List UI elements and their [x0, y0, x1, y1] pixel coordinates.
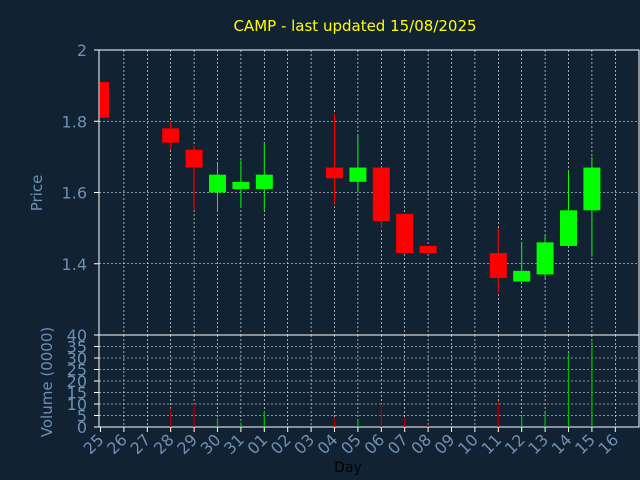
- candle-body-25: [100, 82, 109, 118]
- x-axis-label: Day: [334, 460, 362, 476]
- candle-body-07: [396, 213, 414, 254]
- volume-bars: [170, 341, 593, 427]
- volume-y-tick-label: 15: [67, 384, 87, 403]
- candle-body-13: [536, 242, 554, 275]
- price-candles: [100, 82, 601, 293]
- candle-body-30: [209, 174, 226, 193]
- candle-body-29: [185, 149, 203, 168]
- volume-y-tick-label: 5: [77, 407, 87, 426]
- volume-y-tick-label: 40: [67, 326, 87, 345]
- candle-body-28: [162, 128, 180, 143]
- price-grid: [99, 49, 639, 335]
- candle-body-15: [583, 167, 601, 211]
- price-y-tick-label: 1.4: [62, 255, 87, 274]
- x-axis: 2526272829303101020304050607080910111213…: [80, 427, 622, 458]
- price-y-tick-label: 1.6: [62, 184, 87, 203]
- price-y-axis: 1.4 1.6 1.8 2: [62, 41, 99, 274]
- volume-y-tick-label: 20: [67, 372, 87, 391]
- volume-axis-label: Volume (0000): [38, 327, 56, 437]
- volume-y-tick-label: 10: [67, 395, 87, 414]
- price-y-tick-label: 2: [77, 41, 87, 60]
- price-y-tick-label: 1.8: [62, 112, 87, 131]
- candle-body-08: [419, 245, 437, 254]
- volume-y-tick-label: 35: [67, 338, 87, 357]
- chart-title: CAMP - last updated 15/08/2025: [233, 17, 476, 35]
- volume-y-tick-label: 25: [67, 361, 87, 380]
- candle-body-05: [349, 167, 367, 182]
- volume-y-tick-label: 0: [77, 418, 87, 437]
- candle-body-06: [372, 167, 390, 221]
- candle-body-14: [560, 210, 577, 246]
- candle-body-04: [326, 167, 343, 179]
- x-tick-label: 16: [594, 430, 622, 458]
- volume-grid: [99, 334, 639, 428]
- price-panel: 1.4 1.6 1.8 2 Price: [28, 41, 640, 336]
- candle-body-31: [232, 181, 250, 189]
- price-axis-label: Price: [28, 175, 46, 212]
- candle-body-11: [489, 253, 507, 278]
- volume-y-tick-label: 30: [67, 349, 87, 368]
- candle-body-12: [513, 270, 531, 282]
- candle-body-01: [255, 174, 273, 189]
